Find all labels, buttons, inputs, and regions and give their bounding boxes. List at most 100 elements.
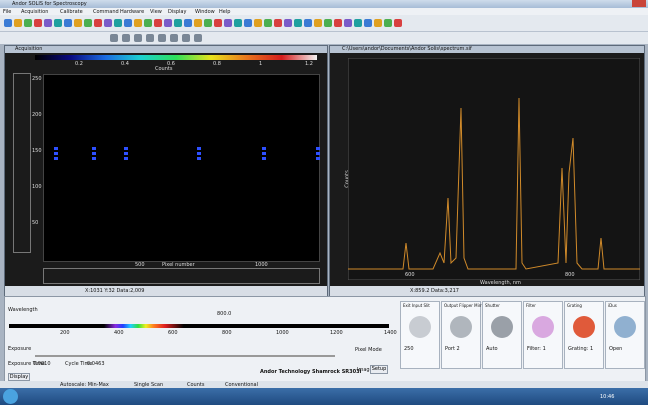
device-name: Andor Technology Shamrock SR303i (260, 369, 361, 375)
toolbar-button[interactable] (4, 19, 12, 27)
toolbar-button[interactable] (274, 19, 282, 27)
toolbar-button[interactable] (264, 19, 272, 27)
module-tiles: Exit Input Slit250Output Flipper MirrorP… (400, 301, 645, 371)
module-icon (409, 316, 431, 338)
toolbar-button[interactable] (334, 19, 342, 27)
colorbar-tick: 0.6 (167, 61, 175, 67)
acquisition-window: Acquisition Counts Pixel number X:1031 Y… (4, 45, 328, 297)
toolbar-button[interactable] (354, 19, 362, 27)
toolbar-button[interactable] (104, 19, 112, 27)
taskbar: 10:46 (0, 388, 648, 405)
toolbar-button[interactable] (244, 19, 252, 27)
toolbar-button[interactable] (34, 19, 42, 27)
status-bar: Autoscale: Min-MaxSingle ScanCountsConve… (0, 381, 648, 388)
y-tick-label: 100 (32, 184, 42, 190)
toolbar-button[interactable] (134, 34, 142, 42)
module-value: Auto (486, 346, 498, 352)
cursor-status: X:859.2 Data:3,217 (410, 288, 459, 294)
image-spot (92, 152, 96, 155)
toolbar-button[interactable] (194, 19, 202, 27)
toolbar-button[interactable] (24, 19, 32, 27)
toolbar-button[interactable] (110, 34, 118, 42)
toolbar-button[interactable] (174, 19, 182, 27)
exposure-label: Exposure (8, 346, 31, 352)
toolbar-button[interactable] (158, 34, 166, 42)
display-button[interactable]: Display (8, 373, 30, 381)
module-icon (491, 316, 513, 338)
toolbar-button[interactable] (384, 19, 392, 27)
toolbar-button[interactable] (44, 19, 52, 27)
toolbar-button[interactable] (124, 19, 132, 27)
image-spot (262, 152, 266, 155)
wavelength-tick: 1200 (330, 330, 343, 336)
image-spot (124, 157, 128, 160)
toolbar-button[interactable] (224, 19, 232, 27)
image-spot (316, 157, 320, 160)
plot-frame (348, 58, 640, 280)
image-spot (124, 152, 128, 155)
toolbar-button[interactable] (170, 34, 178, 42)
wavelength-label: Wavelength (8, 307, 38, 313)
toolbar-button[interactable] (234, 19, 242, 27)
toolbar-button[interactable] (144, 19, 152, 27)
pixel-mode-label: Pixel Mode (355, 347, 382, 353)
center-wavelength: 800.0 (217, 311, 231, 317)
toolbar-button[interactable] (284, 19, 292, 27)
toolbar-button[interactable] (194, 34, 202, 42)
module-title: iDus (608, 303, 617, 309)
toolbar-button[interactable] (304, 19, 312, 27)
wavelength-tick: 1400 (384, 330, 397, 336)
x-tick-label: 1000 (255, 262, 268, 268)
toolbar-button[interactable] (146, 34, 154, 42)
toolbar-button[interactable] (94, 19, 102, 27)
toolbar-button[interactable] (164, 19, 172, 27)
y-tick-label: 250 (32, 76, 42, 82)
wavelength-tick: 400 (114, 330, 124, 336)
toolbar-button[interactable] (204, 19, 212, 27)
toolbar-button[interactable] (74, 19, 82, 27)
toolbar-button[interactable] (154, 19, 162, 27)
toolbar-button[interactable] (184, 19, 192, 27)
x-tick-label: 800 (565, 272, 575, 278)
toolbar-button[interactable] (344, 19, 352, 27)
toolbar-button[interactable] (314, 19, 322, 27)
window-header: Acquisition (5, 46, 327, 53)
toolbar-button[interactable] (134, 19, 142, 27)
y-tick-label: 200 (32, 112, 42, 118)
toolbar-button[interactable] (254, 19, 262, 27)
exposure-time[interactable]: 0.0010 (33, 361, 51, 367)
toolbar-button[interactable] (84, 19, 92, 27)
module-title: Exit Input Slit (403, 303, 430, 309)
wavelength-tick: 200 (60, 330, 70, 336)
colorbar-tick: 0.2 (75, 61, 83, 67)
wavelength-tick: 1000 (276, 330, 289, 336)
toolbar-button[interactable] (64, 19, 72, 27)
toolbar-button[interactable] (114, 19, 122, 27)
close-button[interactable] (632, 0, 646, 7)
toolbar-button[interactable] (294, 19, 302, 27)
y-tick-label: 150 (32, 148, 42, 154)
wavelength-bar (9, 324, 389, 328)
toolbar-button[interactable] (394, 19, 402, 27)
toolbar-button[interactable] (324, 19, 332, 27)
toolbar-button[interactable] (364, 19, 372, 27)
toolbar-button[interactable] (374, 19, 382, 27)
cursor-status: X:1031 Y:32 Data:2,009 (85, 288, 144, 294)
toolbar-button[interactable] (54, 19, 62, 27)
colorbar-tick: 1 (259, 61, 262, 67)
toolbar-button[interactable] (122, 34, 130, 42)
toolbar-button[interactable] (14, 19, 22, 27)
toolbar-button[interactable] (214, 19, 222, 27)
window-title: Acquisition (15, 46, 42, 52)
start-button[interactable] (3, 389, 18, 404)
setup-button[interactable]: Setup (370, 365, 388, 374)
image-spot (124, 147, 128, 150)
exposure-slider[interactable] (35, 355, 335, 357)
toolbar-button[interactable] (182, 34, 190, 42)
